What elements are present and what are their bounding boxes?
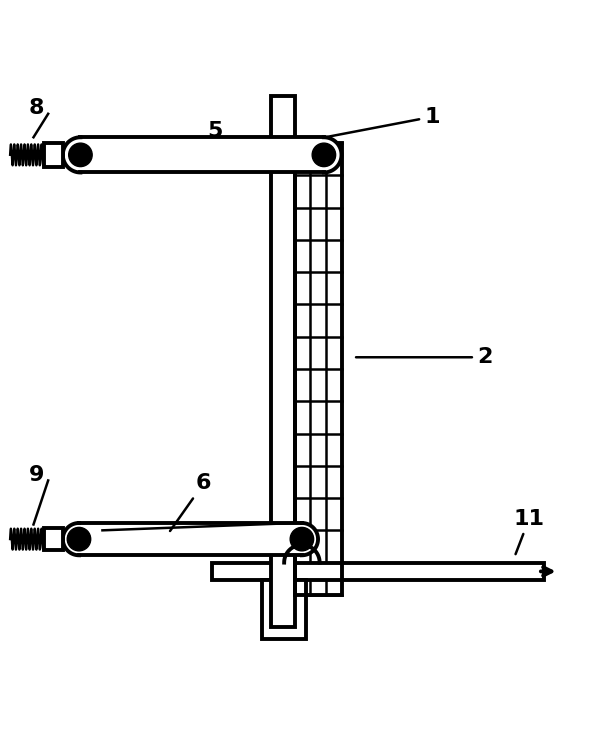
Bar [44,142,63,168]
Polygon shape [80,137,324,173]
Bar [271,96,295,627]
Text: 8: 8 [29,98,44,118]
Bar [262,580,306,639]
Text: 11: 11 [513,508,545,554]
Text: 1: 1 [298,107,440,142]
Polygon shape [324,137,342,173]
Circle shape [290,528,314,551]
Text: 6: 6 [170,473,211,531]
Bar [295,143,342,595]
Circle shape [312,143,336,167]
Text: 5: 5 [183,121,223,148]
Text: 9: 9 [29,465,44,485]
Circle shape [67,528,90,551]
Circle shape [68,143,92,167]
Polygon shape [302,523,318,555]
Bar [212,562,544,580]
Bar [80,137,324,173]
Polygon shape [79,523,302,555]
Bar [44,528,63,551]
Text: 2: 2 [356,348,493,368]
Polygon shape [63,137,80,173]
Polygon shape [63,523,79,555]
